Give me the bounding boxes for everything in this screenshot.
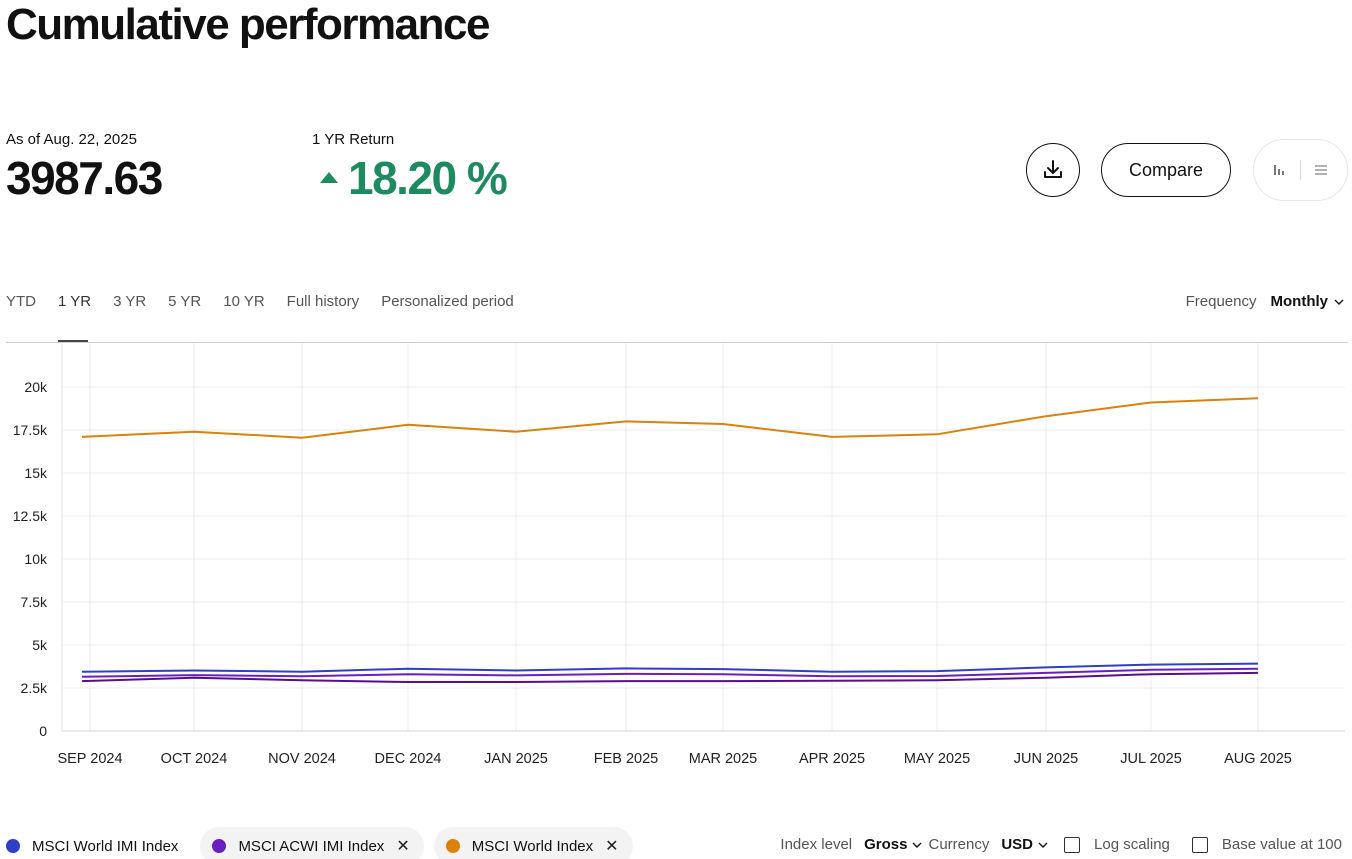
- x-tick-label: FEB 2025: [594, 751, 659, 767]
- period-tabs: YTD 1 YR 3 YR 5 YR 10 YR Full history Pe…: [6, 292, 536, 312]
- x-tick-label: JAN 2025: [484, 751, 548, 767]
- asof-label: As of Aug. 22, 2025: [6, 131, 137, 148]
- legend-dot: [212, 839, 227, 853]
- list-icon[interactable]: [1313, 162, 1329, 178]
- up-arrow-icon: [320, 171, 338, 183]
- x-tick-label: JUN 2025: [1014, 751, 1078, 767]
- chevron-down-icon: [1038, 842, 1048, 848]
- chevron-down-icon: [1334, 299, 1344, 305]
- legend-label: MSCI ACWI IMI Index: [238, 837, 385, 855]
- legend: MSCI World IMI Index MSCI ACWI IMI Index…: [0, 827, 643, 859]
- y-tick-label: 15k: [24, 465, 48, 481]
- tab-full-history[interactable]: Full history: [286, 293, 360, 310]
- frequency-value: Monthly: [1270, 293, 1329, 310]
- download-icon: [1044, 160, 1062, 178]
- chevron-down-icon: [912, 842, 922, 848]
- x-tick-label: OCT 2024: [161, 751, 228, 767]
- active-tab-indicator: [58, 340, 88, 342]
- series-line: [81, 667, 1259, 678]
- x-tick-label: DEC 2024: [375, 751, 442, 767]
- series-line: [81, 671, 1259, 683]
- return-label: 1 YR Return: [312, 131, 395, 148]
- series-line: [81, 662, 1259, 673]
- close-icon[interactable]: ✕: [396, 838, 410, 855]
- x-tick-label: MAY 2025: [904, 751, 970, 767]
- return-stat: 1 YR Return 18.20 %: [312, 131, 508, 205]
- y-tick-label: 20k: [24, 379, 48, 395]
- tab-ytd[interactable]: YTD: [6, 293, 36, 310]
- legend-label: MSCI World Index: [471, 837, 594, 855]
- currency-label: Currency: [928, 836, 990, 853]
- y-tick-label: 7.5k: [21, 594, 48, 610]
- x-tick-label: SEP 2024: [57, 751, 122, 767]
- series-line: [81, 397, 1259, 439]
- compare-button[interactable]: Compare: [1101, 143, 1231, 197]
- close-icon[interactable]: ✕: [605, 838, 619, 855]
- currency-select[interactable]: USD: [1001, 836, 1048, 853]
- tab-3yr[interactable]: 3 YR: [113, 293, 147, 310]
- toggle-separator: [1300, 160, 1301, 180]
- legend-item-world-imi: MSCI World IMI Index: [0, 827, 190, 859]
- y-tick-label: 0: [39, 723, 47, 739]
- x-tick-label: NOV 2024: [268, 751, 336, 767]
- frequency-label: Frequency: [1185, 293, 1257, 310]
- x-tick-label: AUG 2025: [1224, 751, 1292, 767]
- legend-item-world: MSCI World Index ✕: [433, 827, 633, 859]
- view-toggle: [1253, 139, 1348, 201]
- index-level-select[interactable]: Gross: [864, 836, 922, 853]
- y-tick-label: 2.5k: [21, 680, 48, 696]
- y-tick-label: 17.5k: [13, 422, 48, 438]
- x-tick-label: APR 2025: [799, 751, 865, 767]
- bar-chart-icon[interactable]: [1272, 162, 1288, 178]
- return-value: 18.20 %: [348, 152, 508, 204]
- legend-dot: [6, 839, 20, 853]
- legend-item-acwi-imi: MSCI ACWI IMI Index ✕: [200, 827, 424, 859]
- tab-1yr[interactable]: 1 YR: [58, 293, 92, 310]
- frequency-control: Frequency Monthly: [1186, 293, 1344, 310]
- y-tick-label: 12.5k: [13, 508, 48, 524]
- frequency-select[interactable]: Monthly: [1271, 293, 1345, 310]
- legend-label: MSCI World IMI Index: [32, 837, 179, 855]
- x-tick-label: MAR 2025: [689, 751, 758, 767]
- tab-personalized-period[interactable]: Personalized period: [381, 293, 514, 310]
- base-value-label: Base value at 100: [1221, 836, 1342, 853]
- page-title: Cumulative performance: [6, 0, 490, 49]
- performance-chart: 0 2.5k 5k 7.5k 10k 12.5k 15k 17.5k 20k SEP 2024 OC…: [13, 343, 1345, 767]
- bottom-controls: Index level Gross Currency USD Log scali…: [780, 836, 1342, 853]
- index-value: 3987.63: [6, 152, 163, 204]
- log-scaling-label: Log scaling: [1094, 836, 1170, 853]
- base-value-checkbox[interactable]: [1191, 836, 1208, 853]
- currency-value: USD: [1001, 836, 1034, 853]
- asof-stat: As of Aug. 22, 2025 3987.63: [6, 131, 163, 205]
- y-tick-label: 5k: [32, 637, 48, 653]
- y-tick-label: 10k: [24, 551, 48, 567]
- tabs-divider: [6, 342, 1348, 343]
- x-tick-label: JUL 2025: [1120, 751, 1182, 767]
- legend-dot: [445, 839, 460, 853]
- tab-5yr[interactable]: 5 YR: [168, 293, 202, 310]
- download-button[interactable]: [1026, 143, 1080, 197]
- index-level-value: Gross: [864, 836, 908, 853]
- tab-10yr[interactable]: 10 YR: [223, 293, 265, 310]
- log-scaling-checkbox[interactable]: [1064, 836, 1081, 853]
- index-level-label: Index level: [780, 836, 853, 853]
